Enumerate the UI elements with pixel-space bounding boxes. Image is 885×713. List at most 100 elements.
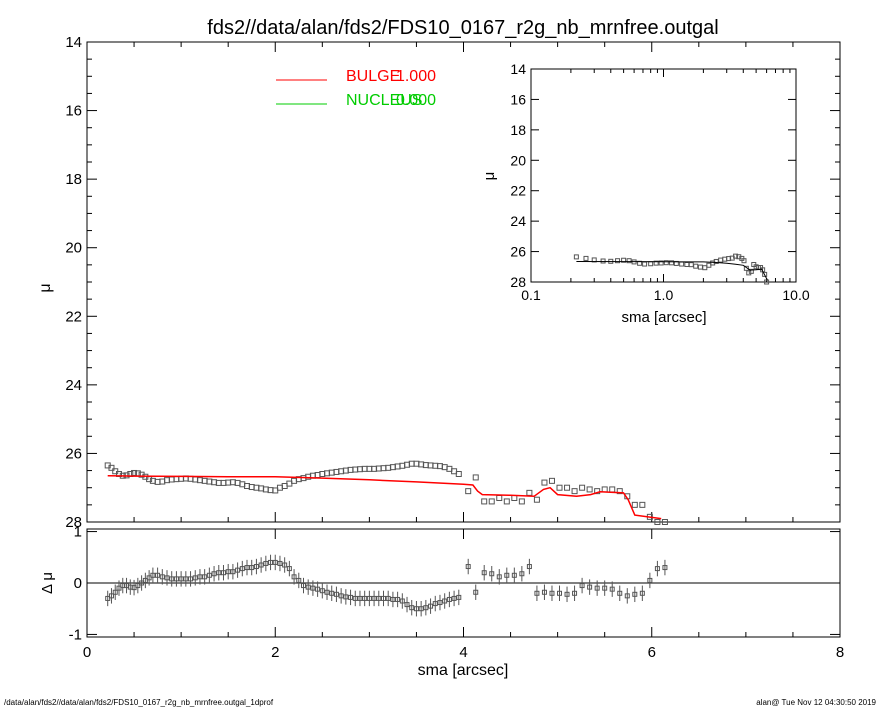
inset-data-point <box>718 257 724 263</box>
inset-y-tick-label: 22 <box>510 183 526 199</box>
residual-point <box>164 575 170 581</box>
chart-title: fds2//data/alan/fds2/FDS10_0167_r2g_nb_m… <box>207 17 718 39</box>
residual-point <box>183 576 189 582</box>
inset-data-point <box>669 260 675 266</box>
residual-point <box>362 595 368 601</box>
residual-point <box>112 589 118 595</box>
residual-point <box>197 574 203 580</box>
residual-point <box>258 562 264 568</box>
data-point <box>639 501 646 508</box>
residual-point <box>409 605 415 611</box>
inset-y-tick-label: 28 <box>510 274 526 290</box>
residual-point <box>418 606 424 612</box>
residual-point <box>202 574 208 580</box>
residual-point <box>244 565 250 571</box>
inset-y-tick-label: 16 <box>510 91 526 107</box>
x-tick-label: 4 <box>459 644 467 661</box>
inset-data-point <box>762 271 768 277</box>
residual-point <box>169 576 175 582</box>
x-tick-label: 0 <box>83 644 91 661</box>
inset-data-point <box>642 261 648 267</box>
residual-point <box>150 572 156 578</box>
residual-point <box>206 572 212 578</box>
residual-point <box>272 559 278 565</box>
main-y-tick-label: 24 <box>65 377 82 394</box>
inset-data-point <box>648 261 654 267</box>
residual-point <box>557 590 563 596</box>
residual-point <box>333 591 339 597</box>
residual-point <box>178 576 184 582</box>
residual-point <box>146 575 152 581</box>
residual-point <box>639 590 645 596</box>
residual-point <box>654 566 660 572</box>
inset-y-tick-label: 14 <box>510 61 526 77</box>
residual-point <box>451 595 457 601</box>
main-y-tick-label: 28 <box>65 514 82 531</box>
residual-point <box>423 605 429 611</box>
residual-point <box>385 595 391 601</box>
residual-point <box>662 565 668 571</box>
inset-data-point <box>748 268 754 274</box>
residual-point <box>286 566 292 572</box>
inset-data-point <box>653 260 659 266</box>
residual-point <box>249 565 255 571</box>
x-tick-label: 8 <box>836 644 844 661</box>
inset-data-point <box>741 258 747 264</box>
x-axis-label: sma [arcsec] <box>418 662 509 679</box>
residual-point <box>572 590 578 596</box>
residual-point <box>624 593 630 599</box>
residual-point <box>399 598 405 604</box>
inset-x-tick-label: 1.0 <box>654 287 674 303</box>
residual-point <box>192 575 198 581</box>
residual-point <box>617 590 623 596</box>
legend-label: BULGE <box>346 68 400 85</box>
footer-left: /data/alan/fds2//data/alan/fds2/FDS10_01… <box>4 698 274 707</box>
data-point <box>503 498 510 505</box>
main-y-tick-label: 16 <box>65 103 82 120</box>
data-point <box>661 519 668 525</box>
inset-data-point <box>697 264 703 270</box>
residual-point <box>413 606 419 612</box>
residual-point <box>456 594 462 600</box>
main-y-tick-label: 26 <box>65 445 82 462</box>
residual-point <box>632 591 638 597</box>
data-point <box>654 519 661 525</box>
legend-label: NUCLEUS <box>346 92 422 109</box>
x-tick-label: 2 <box>271 644 279 661</box>
data-point <box>571 488 578 495</box>
data-point <box>548 477 555 484</box>
residual-point <box>343 594 349 600</box>
data-point <box>541 479 548 486</box>
residual-point <box>446 596 452 602</box>
residual-point <box>253 564 259 570</box>
data-point <box>533 496 540 503</box>
residual-point <box>404 602 410 608</box>
residual-point <box>390 596 396 602</box>
inset-data-point <box>688 262 694 268</box>
data-point <box>472 474 479 481</box>
inset-panel: 14 16 18 20 22 24 26 280.1 1.0 10.0 sma [arcsec] μ <box>481 61 810 326</box>
residual-point <box>108 593 114 599</box>
inset-x-tick-label: 0.1 <box>521 287 541 303</box>
residual-point <box>437 600 443 606</box>
residual-point <box>211 571 217 577</box>
inset-bulge-line <box>576 261 769 281</box>
residual-point <box>135 583 141 589</box>
residual-point <box>442 598 448 604</box>
x-tick-label: 6 <box>648 644 656 661</box>
residual-point <box>496 574 502 580</box>
residual-point <box>376 595 382 601</box>
residual-point <box>338 593 344 599</box>
data-point <box>616 488 623 495</box>
footer-right: alan@ Tue Nov 12 04:30:50 2019 <box>756 698 876 707</box>
inset-data-point <box>621 257 627 263</box>
data-point <box>465 488 472 495</box>
inset-data-point <box>583 255 589 261</box>
residual-y-tick-label: -1 <box>69 626 82 643</box>
inset-y-tick-label: 24 <box>510 213 526 229</box>
residual-point <box>220 570 226 576</box>
inset-data-point <box>615 258 621 264</box>
residual-point <box>473 589 479 595</box>
residual-point <box>541 589 547 595</box>
